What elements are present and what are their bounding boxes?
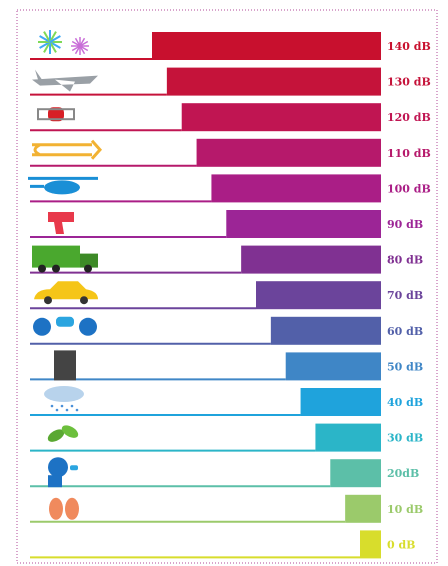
bar	[211, 174, 381, 203]
icon	[52, 264, 60, 273]
bar	[300, 388, 381, 416]
bar	[285, 352, 381, 381]
icon	[39, 35, 51, 43]
icon	[48, 212, 74, 234]
icon	[48, 475, 62, 488]
value-label: 30 dB	[387, 432, 423, 445]
icon	[80, 253, 98, 268]
icon	[48, 107, 64, 122]
value-label: 130 dB	[387, 76, 431, 89]
value-label: 60 dB	[387, 325, 423, 338]
frame	[16, 9, 438, 564]
icon	[70, 465, 78, 471]
value-label: 80 dB	[387, 254, 423, 267]
icon	[32, 69, 98, 92]
icon	[65, 497, 79, 520]
bar	[256, 281, 381, 310]
icon	[47, 429, 65, 442]
icon	[49, 31, 57, 43]
value-label: 20dB	[387, 467, 419, 480]
value-label: 110 dB	[387, 147, 431, 160]
bar	[360, 530, 381, 559]
icon	[50, 404, 54, 408]
icon	[56, 316, 74, 327]
bar	[166, 67, 381, 96]
icon	[70, 404, 74, 408]
icon	[79, 45, 89, 52]
icon	[44, 180, 80, 195]
icon	[79, 317, 97, 336]
icon	[80, 296, 88, 305]
value-label: 0 dB	[387, 538, 415, 551]
icon	[60, 404, 64, 408]
icon	[49, 35, 61, 43]
icon	[49, 41, 61, 49]
icon	[79, 40, 89, 47]
bar	[330, 459, 381, 488]
bar	[181, 103, 381, 132]
value-label: 90 dB	[387, 218, 423, 231]
value-label: 70 dB	[387, 289, 423, 302]
icon	[48, 457, 68, 478]
icon	[65, 408, 69, 412]
icon	[61, 425, 79, 438]
icon	[44, 386, 84, 402]
bar	[315, 423, 381, 452]
icon	[84, 264, 92, 273]
value-label: 100 dB	[387, 182, 431, 195]
icon	[71, 40, 81, 47]
value-label: 120 dB	[387, 111, 431, 124]
icon	[75, 408, 79, 412]
icon	[34, 281, 98, 300]
icon	[44, 296, 52, 305]
icon	[55, 408, 59, 412]
icon	[32, 245, 80, 268]
icon	[49, 497, 63, 520]
bar	[196, 138, 381, 167]
icon	[28, 176, 98, 188]
bar	[226, 210, 381, 238]
icon	[38, 264, 46, 273]
icon	[32, 139, 103, 160]
value-label: 10 dB	[387, 503, 423, 516]
icon	[37, 108, 75, 121]
bar	[345, 494, 381, 523]
value-label: 40 dB	[387, 396, 423, 409]
bar	[241, 245, 381, 274]
icon	[43, 41, 51, 53]
icon	[54, 350, 76, 381]
value-label: 140 dB	[387, 40, 431, 53]
bar	[152, 32, 381, 60]
value-label: 50 dB	[387, 360, 423, 373]
bar	[270, 316, 381, 345]
icon	[33, 317, 51, 336]
